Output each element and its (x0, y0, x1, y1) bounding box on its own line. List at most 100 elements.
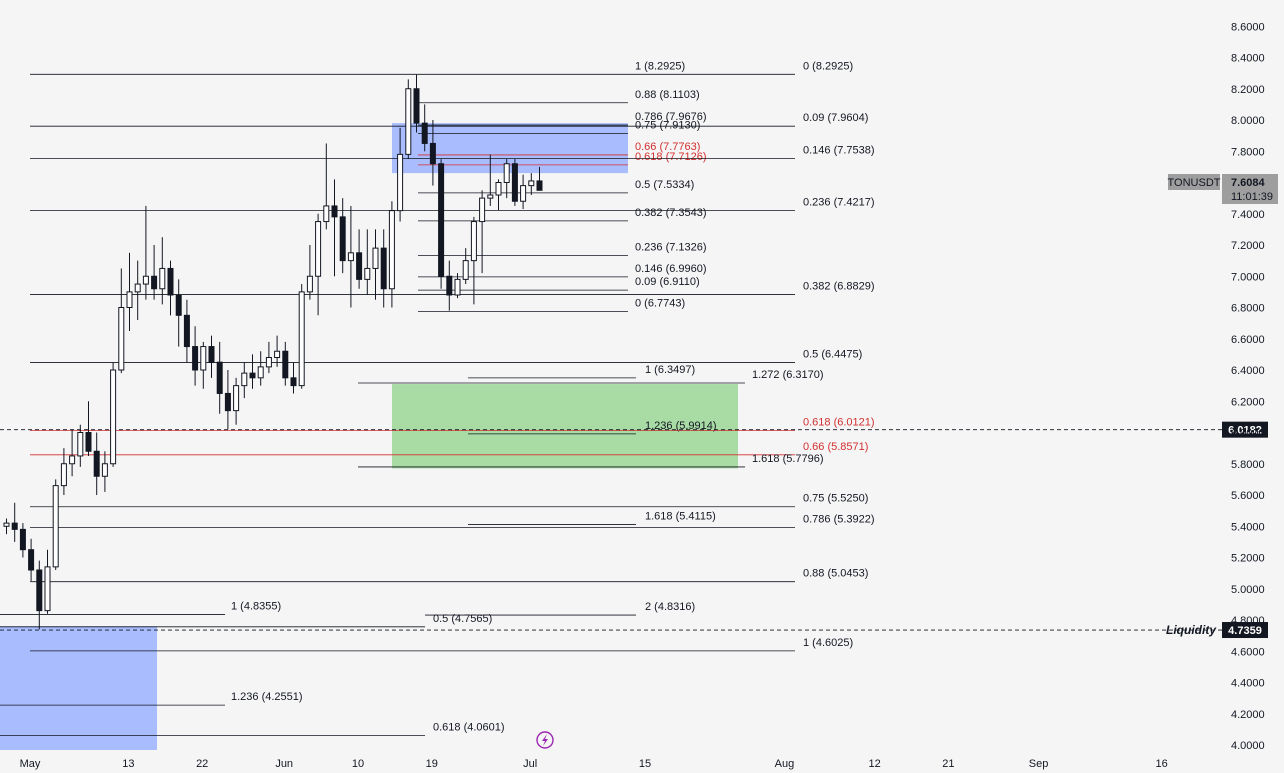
candle-body (356, 252, 363, 280)
candle-body (339, 216, 346, 262)
lightning-icon[interactable] (536, 731, 554, 749)
price-tick-label: 5.6000 (1231, 490, 1265, 502)
candle-body (462, 260, 469, 280)
price-tick-label: 8.6000 (1231, 21, 1265, 33)
candle-body (208, 346, 215, 363)
price-tick-label: 4.0000 (1231, 740, 1265, 752)
price-tick-label: 6.8000 (1231, 303, 1265, 315)
fib-label: 0.618 (4.0601) (433, 722, 505, 734)
fib-label: 0.382 (6.8829) (803, 281, 875, 293)
candles-layer (3, 74, 543, 630)
candle-body (118, 307, 125, 371)
candle-body (175, 294, 182, 316)
candle-body (192, 346, 199, 371)
candle-body (126, 291, 133, 308)
candle-body (429, 142, 436, 165)
time-tick-label: Jun (275, 758, 293, 770)
fib-label: 0.09 (6.9110) (635, 276, 700, 288)
fib-label: 0.786 (7.9676) (635, 111, 707, 123)
candle-body (265, 357, 272, 368)
fib-label: 0.236 (7.4217) (803, 196, 875, 208)
price-tick-label: 8.0000 (1231, 115, 1265, 127)
fib-label: 0.88 (5.0453) (803, 568, 868, 580)
price-tick-label: 5.8000 (1231, 459, 1265, 471)
dashed-level-badge (1222, 622, 1268, 639)
time-tick-label: 22 (196, 758, 208, 770)
candle-body (315, 221, 322, 277)
price-tick-label: 6.4000 (1231, 365, 1265, 377)
candle-body (511, 163, 518, 202)
candle-body (495, 182, 502, 196)
price-tick-label: 4.6000 (1231, 646, 1265, 658)
time-tick-label: 19 (426, 758, 438, 770)
time-tick-label: May (20, 758, 41, 770)
candle-body (241, 372, 248, 387)
time-axis[interactable]: May 13 22 Jun 10 19 Jul 15 Aug 12 21 Sep 16 (20, 758, 1168, 770)
price-tick-label: 6.6000 (1231, 334, 1265, 346)
candle-body (536, 180, 543, 191)
fib-label: 0.66 (5.8571) (803, 441, 868, 453)
fib-label: 1 (4.6025) (803, 637, 853, 649)
fib-label: 1.236 (5.9914) (645, 420, 717, 432)
time-tick-label: 13 (122, 758, 134, 770)
fib-label: 1 (6.3497) (645, 364, 695, 376)
candle-body (44, 566, 51, 612)
candle-body (52, 485, 59, 568)
time-tick-label: 10 (352, 758, 364, 770)
candle-body (19, 528, 26, 551)
dashed-level-badge (1222, 421, 1268, 438)
fib-levels-layer: 1 (8.2925) 0 (8.2925) 0.88 (8.1103) 0.786 (… (0, 60, 875, 737)
candle-body (397, 153, 404, 212)
time-tick-label: 21 (942, 758, 954, 770)
fib-label: 0 (6.7743) (635, 298, 685, 310)
price-tick-label: 4.4000 (1231, 678, 1265, 690)
countdown-value: 11:01:39 (1231, 191, 1273, 203)
zones-layer (0, 123, 738, 750)
candle-body (520, 185, 527, 202)
candle-body (200, 346, 207, 371)
fib-label: 0.382 (7.3543) (635, 207, 707, 219)
candle-body (413, 88, 420, 124)
candle-body (60, 463, 67, 487)
candle-body (503, 163, 510, 183)
price-tick-label: 4.8000 (1231, 615, 1265, 627)
fib-label: 0.5 (6.4475) (803, 349, 862, 361)
candle-body (372, 247, 379, 269)
fib-label: 0.88 (8.1103) (635, 89, 700, 101)
fib-label: 0.786 (5.3922) (803, 513, 875, 525)
dashed-level-price: 6.0182 (1228, 425, 1262, 437)
last-price-value: 7.6084 (1231, 177, 1266, 189)
time-tick-label: Aug (775, 758, 795, 770)
time-tick-label: 15 (639, 758, 651, 770)
price-tick-label: 7.2000 (1231, 240, 1265, 252)
fib-label: 0 (8.2925) (803, 60, 853, 72)
fib-label: 0.5 (7.5334) (635, 179, 694, 191)
price-tick-label: 7.8000 (1231, 146, 1265, 158)
fib-label: 1.272 (6.3170) (752, 369, 824, 381)
zone-green (392, 384, 738, 469)
candle-body (110, 369, 117, 465)
candle-body (274, 350, 281, 358)
candle-body (323, 205, 330, 223)
candle-body (528, 180, 535, 187)
symbol-label: TONUSDT (1168, 177, 1221, 189)
candle-body (36, 569, 43, 612)
candle-body (331, 205, 338, 218)
price-tick-label: 6.0000 (1231, 428, 1265, 440)
candle-body (3, 522, 10, 527)
price-tick-label: 8.4000 (1231, 53, 1265, 65)
price-axis[interactable]: 4.0000 4.2000 4.4000 4.6000 4.8000 5.0000 5.20… (1231, 21, 1265, 752)
time-tick-label: 12 (868, 758, 880, 770)
price-tick-label: 5.4000 (1231, 521, 1265, 533)
candle-body (298, 291, 305, 387)
candle-body (438, 163, 445, 277)
candle-body (11, 522, 18, 530)
fib-label: 1.236 (4.2551) (231, 691, 303, 703)
fib-label: 1 (8.2925) (635, 60, 685, 72)
fib-label: 1.618 (5.4115) (645, 510, 716, 522)
candle-body (487, 194, 494, 199)
fib-label: 2 (4.8316) (645, 601, 695, 613)
fib-label: 0.146 (6.9960) (635, 263, 707, 275)
fib-label: 1.618 (5.7796) (752, 453, 824, 465)
